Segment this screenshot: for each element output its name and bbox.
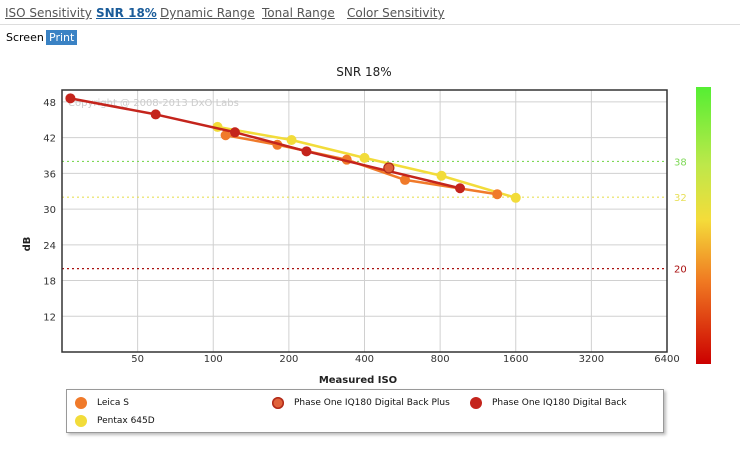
data-point-pentax-645d-5[interactable] <box>510 192 521 203</box>
x-axis-label: Measured ISO <box>319 375 397 386</box>
reference-label-38: 38 <box>674 157 687 168</box>
legend-marker-phase-one-iq180 <box>470 397 482 409</box>
reference-lines: 38 32 20 <box>62 157 687 276</box>
legend-label: Phase One IQ180 Digital Back Plus <box>294 398 450 408</box>
legend-label: Leica S <box>97 398 129 408</box>
data-point-leica-s-5[interactable] <box>492 189 503 200</box>
data-point-pentax-645d-2[interactable] <box>286 135 297 146</box>
data-point-leica-s-1[interactable] <box>220 130 231 141</box>
y-tick-24: 24 <box>43 241 56 252</box>
data-point-phase-one-iq180-digital-back-4[interactable] <box>301 146 312 157</box>
chart-title: SNR 18% <box>336 65 391 79</box>
print-mode-button[interactable]: Print <box>46 30 78 45</box>
tab-tonal-range[interactable]: Tonal Range <box>262 6 335 20</box>
y-tick-12: 12 <box>43 312 56 323</box>
data-point-phase-one-iq180-digital-back-1[interactable] <box>65 93 76 104</box>
snr-chart: SNR 18% 38 32 20 Copyright @ 2008-2013 DxO… <box>22 65 711 386</box>
tab-snr-18[interactable]: SNR 18% <box>96 6 157 20</box>
x-tick-labels: 50 100 200 400 800 1600 3200 6400 <box>131 354 679 365</box>
tab-iso-sensitivity[interactable]: ISO Sensitivity <box>5 6 92 20</box>
color-scale-bar <box>696 87 711 364</box>
reference-label-20: 20 <box>674 265 687 276</box>
y-tick-labels: 12 18 24 30 36 42 48 <box>43 98 56 323</box>
x-tick-800: 800 <box>431 354 450 365</box>
screen-mode-button[interactable]: Screen <box>3 30 47 45</box>
grid <box>62 90 667 352</box>
legend-label: Phase One IQ180 Digital Back <box>492 398 627 408</box>
legend-marker-phase-one-iq180-plus <box>272 397 284 409</box>
reference-label-32: 32 <box>674 193 687 204</box>
copyright-watermark: Copyright @ 2008-2013 DxO Labs <box>68 98 239 109</box>
x-tick-1600: 1600 <box>503 354 528 365</box>
x-tick-6400: 6400 <box>654 354 679 365</box>
data-point-pentax-645d-4[interactable] <box>436 170 447 181</box>
y-axis-label: dB <box>22 237 33 252</box>
data-point-pentax-645d-3[interactable] <box>359 152 370 163</box>
legend-marker-leica-s <box>75 397 87 409</box>
y-tick-48: 48 <box>43 98 56 109</box>
data-point-phase-one-iq180-digital-back-5[interactable] <box>455 183 466 194</box>
data-point-leica-s-4[interactable] <box>400 174 411 185</box>
y-tick-30: 30 <box>43 205 56 216</box>
series-layer <box>65 93 521 203</box>
x-tick-400: 400 <box>355 354 374 365</box>
legend-marker-pentax-645d <box>75 415 87 427</box>
x-tick-3200: 3200 <box>579 354 604 365</box>
data-point-phase-one-iq180-digital-back-plus-1[interactable] <box>383 162 395 174</box>
x-tick-50: 50 <box>131 354 144 365</box>
data-point-phase-one-iq180-digital-back-2[interactable] <box>150 109 161 120</box>
y-tick-36: 36 <box>43 169 56 180</box>
y-tick-42: 42 <box>43 134 56 145</box>
tab-color-sensitivity[interactable]: Color Sensitivity <box>347 6 445 20</box>
tab-dynamic-range[interactable]: Dynamic Range <box>160 6 255 20</box>
plot-frame <box>61 89 668 353</box>
chart-legend: Leica S Phase One IQ180 Digital Back Plu… <box>66 389 664 433</box>
data-point-phase-one-iq180-digital-back-3[interactable] <box>229 127 240 138</box>
x-tick-200: 200 <box>279 354 298 365</box>
tab-bar: ISO Sensitivity SNR 18% Dynamic Range To… <box>0 0 740 25</box>
y-tick-18: 18 <box>43 277 56 288</box>
legend-label: Pentax 645D <box>97 416 155 426</box>
x-tick-100: 100 <box>204 354 223 365</box>
